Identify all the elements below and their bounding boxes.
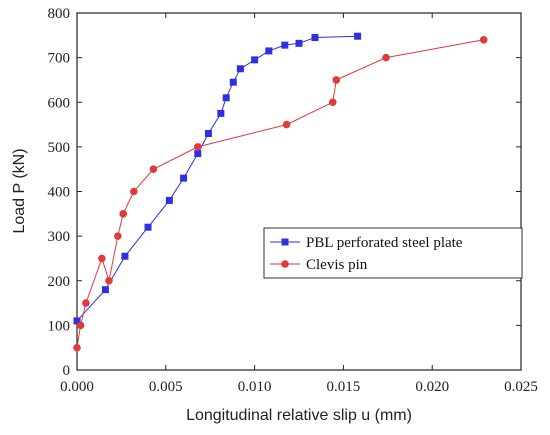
data-point: [281, 41, 289, 49]
data-point: [311, 34, 319, 42]
data-point: [98, 254, 106, 263]
data-point: [76, 321, 85, 330]
y-axis-title: Load P (kN): [11, 148, 28, 233]
data-point: [479, 35, 488, 44]
series-1: [73, 32, 362, 325]
data-point: [265, 47, 273, 55]
y-tick-label: 300: [48, 229, 71, 245]
y-axis-ticks: 0 100 200 300 400 500 600 700 800: [48, 6, 521, 379]
x-axis-title: Longitudinal relative slip u (mm): [186, 407, 412, 424]
data-point: [194, 150, 202, 158]
data-point: [229, 78, 237, 86]
data-point: [204, 129, 212, 137]
data-point: [165, 196, 173, 204]
data-point: [282, 120, 291, 129]
data-point: [354, 32, 362, 40]
y-tick-label: 600: [48, 95, 71, 111]
legend-label: PBL perforated steel plate: [306, 235, 463, 251]
plot-frame: [76, 12, 522, 371]
data-point: [328, 98, 337, 107]
data-point: [105, 276, 113, 285]
legend-label: Clevis pin: [306, 257, 368, 273]
data-point: [236, 65, 244, 73]
y-tick-label: 0: [63, 363, 71, 379]
x-tick-label: 0.015: [327, 379, 361, 395]
data-point: [73, 317, 81, 325]
series-2: [73, 35, 488, 352]
data-point: [149, 165, 158, 173]
data-point: [382, 53, 390, 62]
y-tick-label: 700: [48, 51, 71, 67]
y-tick-label: 500: [48, 140, 71, 156]
y-tick-label: 400: [48, 185, 71, 201]
x-tick-label: 0.025: [504, 379, 538, 395]
data-point: [101, 286, 109, 294]
data-point: [144, 223, 152, 231]
data-point: [295, 39, 303, 47]
data-point: [82, 299, 90, 307]
legend-box: [263, 227, 523, 279]
x-axis-ticks: 0.000 0.005 0.010 0.015 0.020 0.025: [60, 13, 538, 395]
x-tick-label: 0.005: [149, 379, 183, 395]
data-point: [130, 187, 138, 196]
x-tick-label: 0.000: [60, 379, 94, 395]
legend: PBL perforated steel plate Clevis pin: [263, 227, 523, 279]
y-tick-label: 800: [48, 6, 71, 22]
data-point: [193, 143, 202, 151]
legend-marker: [281, 260, 289, 268]
data-point: [217, 109, 225, 117]
legend-marker: [281, 238, 289, 246]
data-point: [332, 76, 341, 84]
series-layer: [73, 32, 488, 352]
data-point: [121, 252, 129, 260]
legend-entry: PBL perforated steel plate: [270, 235, 463, 251]
series-line: [76, 39, 484, 348]
data-point: [180, 174, 188, 182]
y-tick-label: 100: [48, 318, 71, 334]
x-tick-label: 0.020: [415, 379, 449, 395]
y-tick-label: 200: [48, 274, 71, 290]
data-point: [114, 232, 122, 240]
data-point: [73, 343, 81, 352]
data-point: [119, 210, 127, 218]
x-tick-label: 0.010: [238, 379, 272, 395]
data-point: [251, 56, 259, 64]
data-point: [222, 94, 230, 102]
legend-entry: Clevis pin: [270, 257, 368, 273]
